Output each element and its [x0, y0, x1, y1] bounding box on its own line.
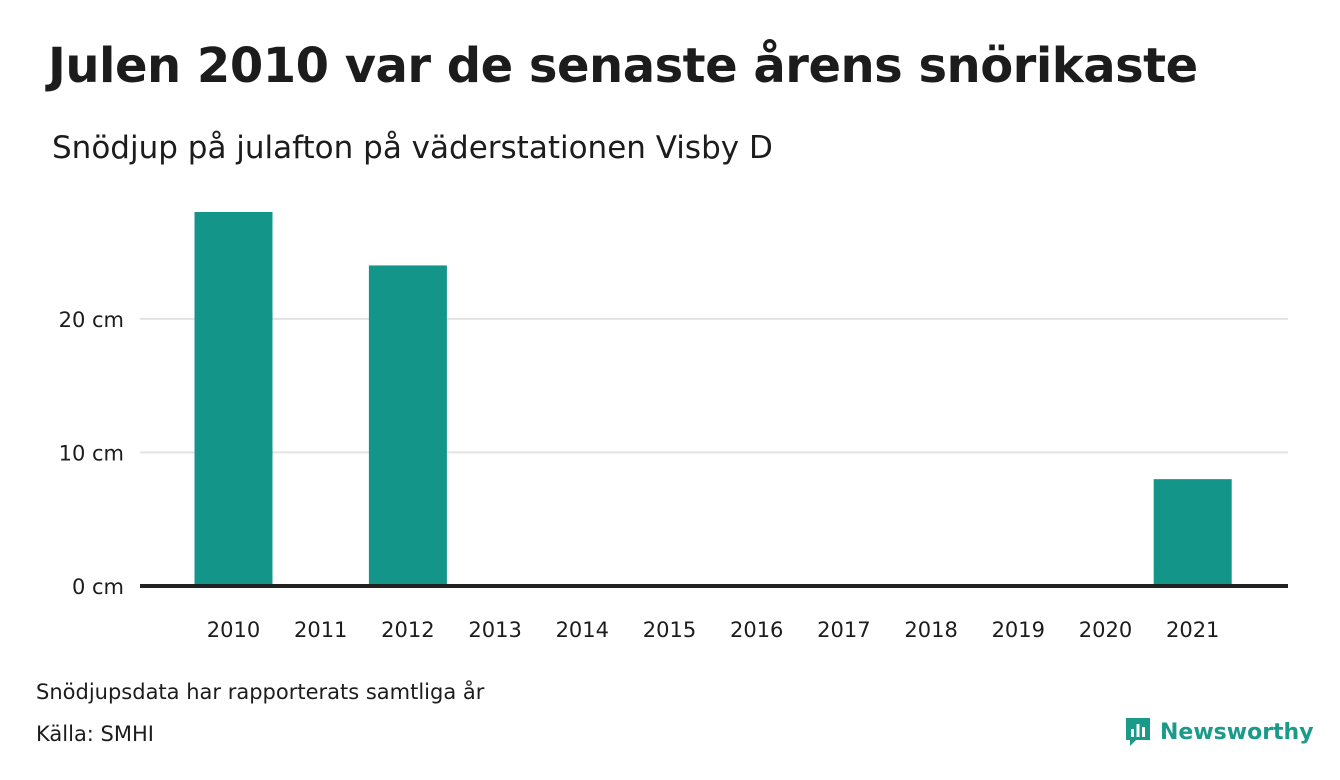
grid-layer	[140, 317, 1288, 454]
x-tick-label: 2020	[1079, 618, 1132, 642]
logo-text: Newsworthy	[1160, 719, 1314, 745]
bar-2012	[368, 265, 447, 586]
axis-layer: 0 cm 10 cm 20 cm 2010 2011 2012 2013 2014 2015 20…	[59, 308, 1288, 642]
x-tick-label: 2011	[294, 618, 347, 642]
footnote: Snödjupsdata har rapporterats samtliga å…	[36, 680, 485, 704]
x-tick-label: 2017	[817, 618, 870, 642]
x-tick-label: 2016	[730, 618, 783, 642]
y-tick-label: 20 cm	[59, 308, 124, 332]
y-tick-label: 10 cm	[59, 441, 124, 465]
newsworthy-logo-icon	[1126, 718, 1150, 746]
x-tick-label: 2019	[992, 618, 1045, 642]
chart-subtitle: Snödjup på julafton på väderstationen Vi…	[52, 130, 773, 166]
chart-title: Julen 2010 var de senaste årens snörikas…	[48, 38, 1198, 94]
bar-layer	[194, 212, 1232, 586]
x-tick-label: 2021	[1166, 618, 1219, 642]
source-label: Källa: SMHI	[36, 722, 154, 746]
x-tick-label: 2010	[207, 618, 260, 642]
x-tick-label: 2012	[381, 618, 434, 642]
y-tick-label: 0 cm	[72, 575, 124, 599]
x-tick-label: 2018	[904, 618, 957, 642]
newsworthy-logo: Newsworthy	[1124, 716, 1314, 748]
bar-2021	[1153, 479, 1232, 586]
bar-2010	[194, 212, 273, 586]
x-tick-label: 2013	[468, 618, 521, 642]
x-tick-label: 2014	[556, 618, 609, 642]
x-tick-label: 2015	[643, 618, 696, 642]
